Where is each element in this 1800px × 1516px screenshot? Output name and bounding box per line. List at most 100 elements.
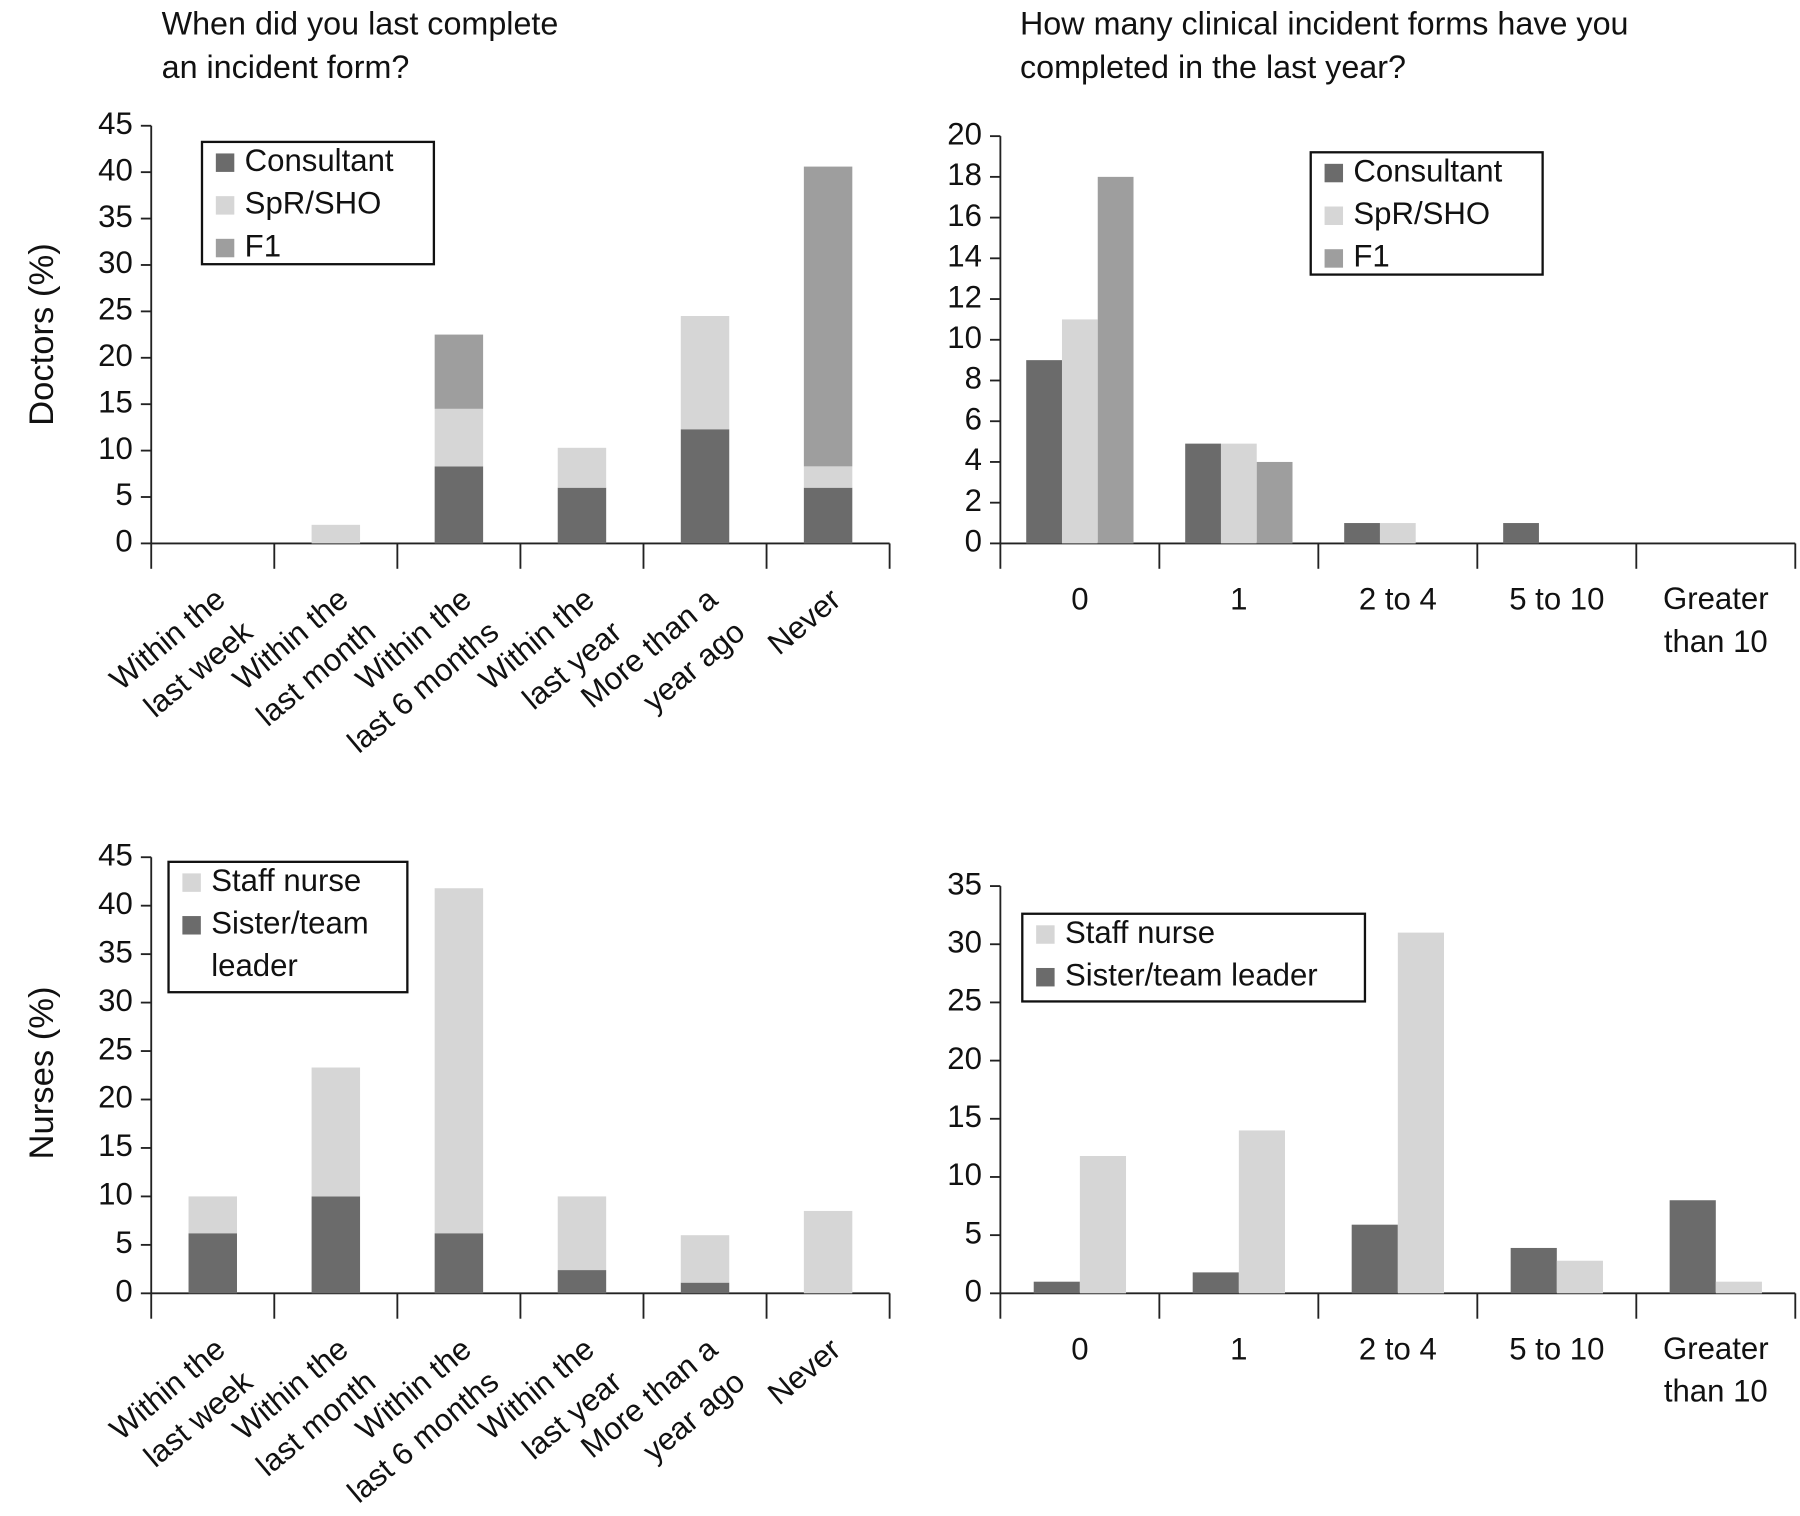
- bar: [1510, 1247, 1557, 1294]
- y-tick-label: 30: [98, 245, 133, 280]
- bar: [1715, 1281, 1762, 1294]
- y-tick-label: 2: [965, 483, 982, 518]
- bar: [1379, 523, 1416, 544]
- y-tick-label: 5: [965, 1215, 982, 1250]
- x-tick-label: 5 to 10: [1509, 581, 1604, 616]
- bar: [1669, 1200, 1716, 1294]
- chart-title: When did you last complete an incident fo…: [162, 5, 559, 85]
- bar: [803, 166, 853, 467]
- bar: [1026, 360, 1062, 544]
- y-tick-label: 45: [98, 106, 133, 141]
- bar: [803, 487, 853, 544]
- y-tick-label: 20: [947, 116, 982, 151]
- legend-swatch: [1324, 206, 1344, 225]
- legend-label: Consultant: [1353, 153, 1502, 188]
- bar: [1079, 1156, 1127, 1294]
- y-tick-label: 20: [947, 1041, 982, 1076]
- y-tick-label: 40: [98, 886, 133, 921]
- y-tick-label: 8: [965, 361, 982, 396]
- x-tick-label: Within thelast week: [103, 1331, 259, 1480]
- legend-box: [1021, 912, 1367, 1003]
- bar: [803, 466, 853, 488]
- y-tick-label: 15: [98, 384, 133, 419]
- bar: [803, 1210, 853, 1294]
- x-tick-label: Never: [761, 581, 847, 661]
- bar: [434, 408, 484, 467]
- x-tick-label: Within thelast month: [222, 581, 382, 733]
- legend-swatch: [1036, 967, 1055, 987]
- x-tick-label: 1: [1230, 581, 1247, 616]
- x-tick-label: 2 to 4: [1359, 581, 1437, 616]
- bar: [680, 1282, 730, 1294]
- y-tick-label: 35: [98, 934, 133, 969]
- bar: [434, 888, 484, 1234]
- x-tick-label: More than ayear ago: [574, 581, 752, 748]
- y-tick-label: 10: [98, 431, 133, 466]
- y-tick-label: 20: [98, 338, 133, 373]
- bar: [434, 1233, 484, 1294]
- legend-swatch: [1324, 163, 1344, 183]
- y-tick-label: 15: [98, 1128, 133, 1163]
- bar: [1238, 1130, 1285, 1294]
- legend-label: Consultant: [245, 143, 394, 178]
- legend-label: SpR/SHO: [245, 186, 382, 221]
- legend-label: Staff nurse: [211, 863, 361, 898]
- y-axis-label: Doctors (%): [23, 243, 61, 426]
- bar: [557, 1270, 607, 1294]
- y-tick-label: 18: [947, 157, 982, 192]
- legend-label: F1: [245, 228, 281, 263]
- x-tick-label: Never: [761, 1331, 847, 1411]
- y-tick-label: 0: [965, 524, 982, 559]
- y-tick-label: 0: [115, 524, 132, 559]
- bar: [311, 1196, 361, 1294]
- bar: [188, 1196, 237, 1234]
- legend-label: Sister/team leader: [1065, 957, 1318, 992]
- bar: [1185, 443, 1221, 544]
- y-tick-label: 15: [947, 1099, 982, 1134]
- bar: [311, 1067, 361, 1197]
- legend-swatch: [215, 153, 235, 172]
- y-tick-label: 35: [98, 199, 133, 234]
- y-tick-label: 10: [947, 1157, 982, 1192]
- x-tick-label: More than ayear ago: [574, 1331, 752, 1498]
- bar: [434, 334, 484, 409]
- legend-label: Sister/team leader: [211, 906, 368, 984]
- bar: [557, 1196, 607, 1271]
- y-tick-label: 40: [98, 152, 133, 187]
- bar: [1397, 932, 1444, 1294]
- bar: [680, 316, 730, 430]
- y-tick-label: 4: [965, 442, 982, 477]
- bar: [188, 1233, 237, 1294]
- legend-box: [167, 860, 409, 994]
- y-tick-label: 20: [98, 1080, 133, 1115]
- y-tick-label: 25: [98, 292, 133, 327]
- legend-swatch: [215, 238, 235, 258]
- x-tick-label: 1: [1230, 1331, 1247, 1366]
- y-tick-label: 14: [947, 239, 982, 274]
- y-tick-label: 30: [947, 924, 982, 959]
- y-tick-label: 5: [115, 1225, 132, 1260]
- legend-swatch: [215, 196, 235, 215]
- bar: [1192, 1272, 1239, 1294]
- bar: [680, 1235, 730, 1283]
- y-tick-label: 30: [98, 983, 133, 1018]
- legend-box: [1309, 151, 1544, 276]
- legend-box: [200, 140, 436, 266]
- chart-title: How many clinical incident forms have yo…: [1020, 5, 1629, 85]
- x-tick-label: 2 to 4: [1359, 1331, 1437, 1366]
- y-tick-label: 6: [965, 401, 982, 436]
- x-tick-label: Greater than 10: [1663, 581, 1769, 659]
- x-tick-label: Greater than 10: [1663, 1331, 1769, 1409]
- bar: [434, 466, 484, 544]
- y-tick-label: 0: [115, 1274, 132, 1309]
- bar: [1220, 443, 1257, 544]
- y-tick-label: 35: [947, 866, 982, 901]
- x-tick-label: 0: [1071, 581, 1088, 616]
- bar: [1256, 461, 1293, 544]
- bar: [1351, 1224, 1398, 1294]
- y-tick-label: 45: [98, 837, 133, 872]
- legend-label: SpR/SHO: [1353, 196, 1490, 231]
- y-tick-label: 5: [115, 477, 132, 512]
- bar: [557, 487, 607, 544]
- y-tick-label: 0: [965, 1274, 982, 1309]
